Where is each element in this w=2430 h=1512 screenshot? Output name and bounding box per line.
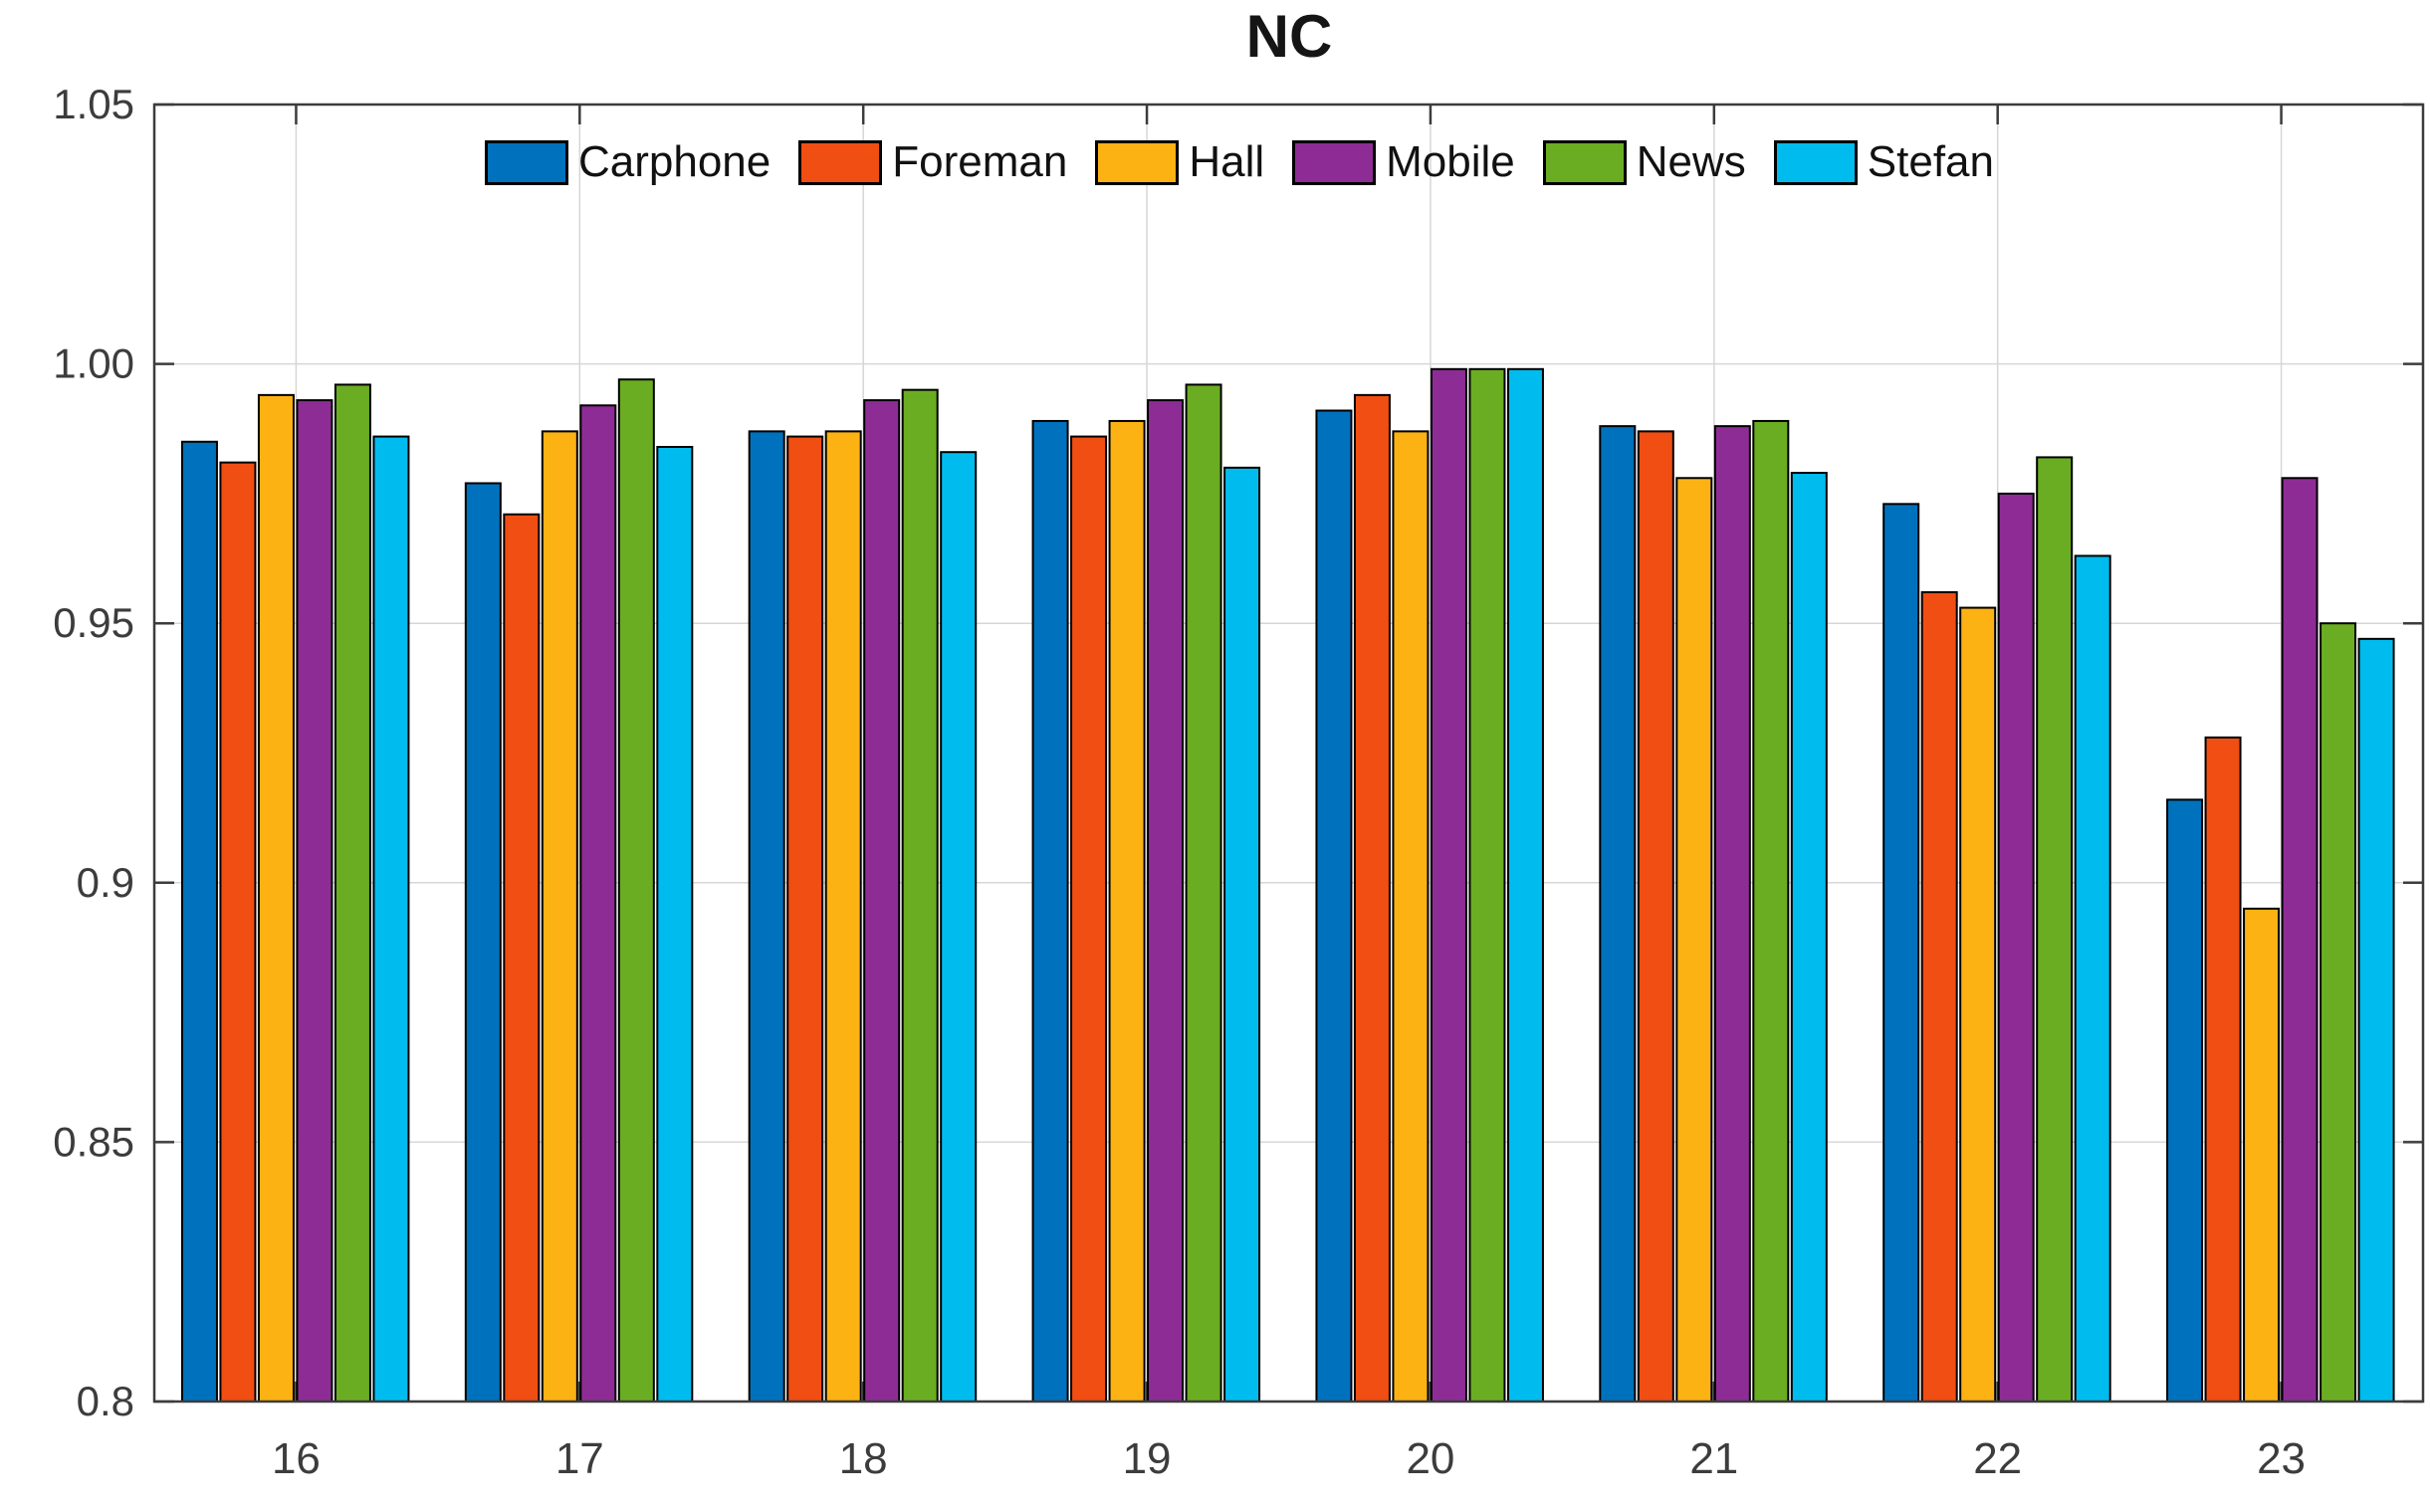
bar-foreman-19 <box>1070 435 1108 1403</box>
bar-news-18 <box>901 388 939 1404</box>
legend-swatch <box>1542 139 1627 185</box>
bar-carphone-18 <box>748 430 785 1403</box>
bar-carphone-20 <box>1315 409 1353 1403</box>
legend-swatch <box>484 139 568 185</box>
bar-foreman-17 <box>503 513 541 1403</box>
bar-stefan-22 <box>2074 554 2111 1403</box>
x-tick-label: 23 <box>2257 1434 2306 1483</box>
legend-item-hall: Hall <box>1095 137 1264 187</box>
x-tick-label: 19 <box>1123 1434 1172 1483</box>
bar-mobile-17 <box>579 404 617 1403</box>
bar-stefan-18 <box>940 451 978 1404</box>
legend-item-news: News <box>1542 137 1746 187</box>
bar-foreman-22 <box>1920 590 1958 1403</box>
bar-stefan-17 <box>656 445 694 1403</box>
bar-mobile-20 <box>1430 367 1467 1403</box>
bar-mobile-19 <box>1147 399 1185 1404</box>
legend-item-mobile: Mobile <box>1292 137 1515 187</box>
y-tick-label: 0.85 <box>53 1118 134 1165</box>
bar-carphone-19 <box>1031 419 1069 1403</box>
legend-label: Hall <box>1189 137 1265 186</box>
bar-news-19 <box>1185 383 1222 1403</box>
bar-carphone-16 <box>180 440 218 1403</box>
legend-label: Carphone <box>577 137 772 186</box>
legend-label: Mobile <box>1386 137 1515 186</box>
legend-swatch <box>1095 139 1180 185</box>
y-tick-label: 0.95 <box>53 599 134 646</box>
bar-mobile-18 <box>863 399 901 1404</box>
bar-mobile-16 <box>296 399 333 1404</box>
y-tick-label: 0.8 <box>77 1378 134 1424</box>
bar-foreman-23 <box>2204 736 2242 1403</box>
legend-item-foreman: Foreman <box>798 137 1067 187</box>
bar-stefan-16 <box>372 435 410 1403</box>
legend-swatch <box>798 139 883 185</box>
x-tick-label: 22 <box>1973 1434 2022 1483</box>
bar-stefan-23 <box>2357 637 2395 1403</box>
bar-mobile-23 <box>2281 477 2319 1404</box>
bar-stefan-20 <box>1506 367 1544 1403</box>
y-tick-label: 1.00 <box>53 340 134 387</box>
bar-hall-20 <box>1392 430 1430 1403</box>
chart-title: NC <box>1245 3 1333 70</box>
x-tick-label: 20 <box>1406 1434 1454 1483</box>
bar-hall-21 <box>1675 477 1713 1404</box>
bar-foreman-16 <box>219 461 257 1403</box>
bar-news-17 <box>617 378 655 1404</box>
legend-label: Foreman <box>892 137 1068 186</box>
bar-mobile-22 <box>1997 492 2035 1403</box>
bar-news-22 <box>2036 456 2074 1403</box>
bar-stefan-19 <box>1223 466 1261 1403</box>
bar-hall-23 <box>2243 907 2281 1403</box>
legend-swatch <box>1773 139 1858 185</box>
bar-foreman-18 <box>786 435 824 1403</box>
legend-item-stefan: Stefan <box>1773 137 1995 187</box>
bar-mobile-21 <box>1713 425 1751 1404</box>
bar-foreman-20 <box>1353 393 1391 1403</box>
legend-swatch <box>1292 139 1377 185</box>
bar-carphone-21 <box>1599 425 1637 1404</box>
bar-news-20 <box>1468 367 1506 1403</box>
legend-label: News <box>1636 137 1746 186</box>
bar-carphone-17 <box>464 482 502 1403</box>
x-tick-label: 17 <box>555 1434 604 1483</box>
x-tick-label: 16 <box>272 1434 321 1483</box>
x-tick-label: 21 <box>1689 1434 1738 1483</box>
bar-news-16 <box>333 383 371 1403</box>
bar-news-21 <box>1752 419 1790 1403</box>
bar-carphone-22 <box>1882 503 1920 1404</box>
bar-hall-22 <box>1959 606 1997 1403</box>
y-tick-label: 0.9 <box>77 859 134 906</box>
bar-hall-19 <box>1108 419 1146 1403</box>
bar-hall-18 <box>824 430 862 1403</box>
bar-foreman-21 <box>1637 430 1674 1403</box>
bar-hall-16 <box>257 393 295 1403</box>
legend: Carphone Foreman Hall Mobile News Stefan <box>484 137 1995 187</box>
axis-box <box>152 103 2425 1404</box>
legend-label: Stefan <box>1867 137 1995 186</box>
bar-carphone-23 <box>2166 798 2204 1403</box>
bar-news-23 <box>2320 622 2357 1403</box>
y-tick-label: 1.05 <box>53 81 134 127</box>
bar-stefan-21 <box>1790 472 1828 1403</box>
bar-hall-17 <box>541 430 578 1403</box>
x-tick-label: 18 <box>839 1434 888 1483</box>
legend-item-carphone: Carphone <box>484 137 772 187</box>
